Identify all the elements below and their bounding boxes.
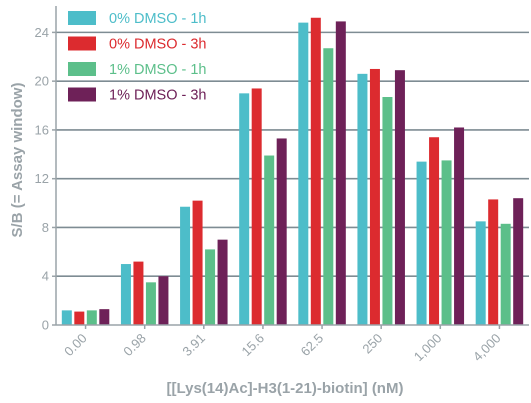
bars	[61, 17, 524, 326]
y-axis-ticks: 0 4 8 12 16 20 24	[35, 25, 56, 333]
x-tick-label: 3.91	[179, 331, 208, 360]
bar	[488, 199, 499, 325]
legend-swatch	[68, 36, 96, 51]
x-tick-label: 15.6	[239, 331, 268, 360]
legend-label: 1% DMSO - 1h	[109, 62, 207, 78]
x-tick-label: 250	[359, 331, 385, 357]
bar	[369, 68, 380, 325]
x-tick-label: 62.5	[298, 331, 327, 360]
legend-swatch	[68, 62, 96, 76]
bar	[276, 138, 287, 325]
x-axis-ticks: 0.00 0.98 3.91 15.6 62.5 250 1,000 4,000	[61, 325, 504, 365]
bar	[86, 310, 97, 325]
bar	[120, 264, 131, 325]
legend-label: 1% DMSO - 3h	[109, 88, 207, 104]
bar	[382, 97, 393, 325]
y-tick-label: 12	[35, 171, 49, 186]
y-tick-label: 8	[42, 220, 49, 235]
bar	[158, 276, 169, 325]
legend-swatch	[68, 11, 96, 25]
bar	[416, 161, 427, 325]
bar	[74, 311, 85, 325]
x-tick-label: 1,000	[411, 331, 445, 365]
bar	[61, 310, 72, 325]
bar	[251, 88, 262, 325]
legend-label: 0% DMSO - 1h	[109, 11, 207, 27]
y-tick-label: 0	[42, 318, 49, 333]
bar	[323, 48, 334, 325]
x-tick-label: 0.00	[61, 331, 90, 360]
x-axis-title: [[Lys(14)Ac]-H3(1-21)-biotin] (nM)	[167, 380, 404, 397]
y-tick-label: 16	[35, 122, 49, 137]
legend: 0% DMSO - 1h 0% DMSO - 3h 1% DMSO - 1h 1% D…	[68, 11, 207, 104]
bar	[264, 155, 275, 325]
bar	[335, 21, 346, 326]
bar	[192, 200, 203, 325]
x-tick-label: 0.98	[120, 331, 149, 360]
bar	[394, 70, 405, 325]
bar	[180, 206, 191, 325]
legend-label: 0% DMSO - 3h	[109, 37, 207, 53]
bar	[441, 160, 452, 325]
bar	[239, 93, 250, 325]
bar	[454, 127, 465, 325]
bar	[357, 73, 368, 325]
bar	[500, 223, 511, 325]
x-tick-label: 4,000	[470, 331, 504, 365]
bar	[513, 198, 524, 325]
bar	[310, 17, 321, 325]
bar	[133, 261, 144, 325]
y-tick-label: 20	[35, 74, 49, 89]
y-tick-label: 4	[42, 269, 49, 284]
bar	[298, 22, 309, 326]
y-tick-label: 24	[35, 25, 49, 40]
y-axis-title: S/B (= Assay window)	[9, 83, 26, 238]
bar	[217, 239, 228, 325]
bar	[99, 309, 110, 325]
bar	[475, 221, 486, 325]
bar	[429, 137, 440, 325]
bar	[145, 282, 156, 325]
legend-swatch	[68, 87, 96, 102]
bar	[205, 249, 216, 325]
